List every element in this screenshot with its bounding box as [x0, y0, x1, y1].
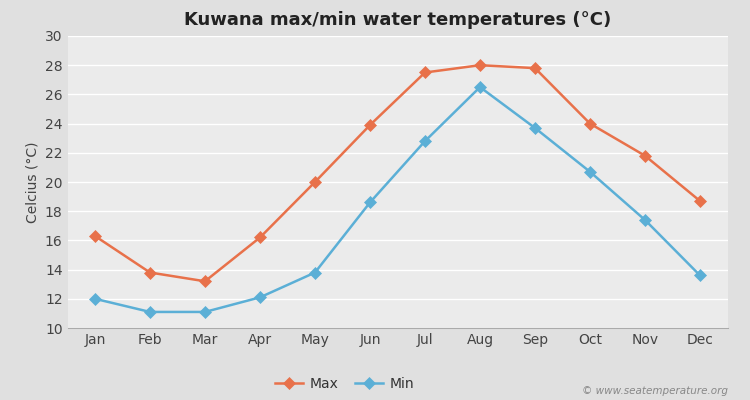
- Min: [200, 310, 209, 314]
- Max: [200, 279, 209, 284]
- Line: Min: Min: [91, 83, 704, 316]
- Max: [365, 123, 374, 128]
- Max: [476, 63, 484, 68]
- Text: © www.seatemperature.org: © www.seatemperature.org: [581, 386, 728, 396]
- Max: [695, 198, 704, 203]
- Line: Max: Max: [91, 61, 704, 286]
- Max: [586, 121, 595, 126]
- Title: Kuwana max/min water temperatures (°C): Kuwana max/min water temperatures (°C): [184, 11, 611, 29]
- Max: [256, 235, 265, 240]
- Max: [146, 270, 154, 275]
- Min: [586, 169, 595, 174]
- Min: [146, 310, 154, 314]
- Legend: Max, Min: Max, Min: [269, 372, 420, 397]
- Min: [640, 218, 650, 222]
- Min: [530, 126, 539, 130]
- Y-axis label: Celcius (°C): Celcius (°C): [26, 141, 39, 223]
- Min: [476, 85, 484, 90]
- Min: [310, 270, 320, 275]
- Min: [256, 295, 265, 300]
- Min: [91, 296, 100, 301]
- Min: [421, 139, 430, 144]
- Max: [310, 180, 320, 184]
- Max: [421, 70, 430, 75]
- Max: [530, 66, 539, 70]
- Min: [365, 200, 374, 205]
- Max: [91, 234, 100, 238]
- Min: [695, 273, 704, 278]
- Max: [640, 153, 650, 158]
